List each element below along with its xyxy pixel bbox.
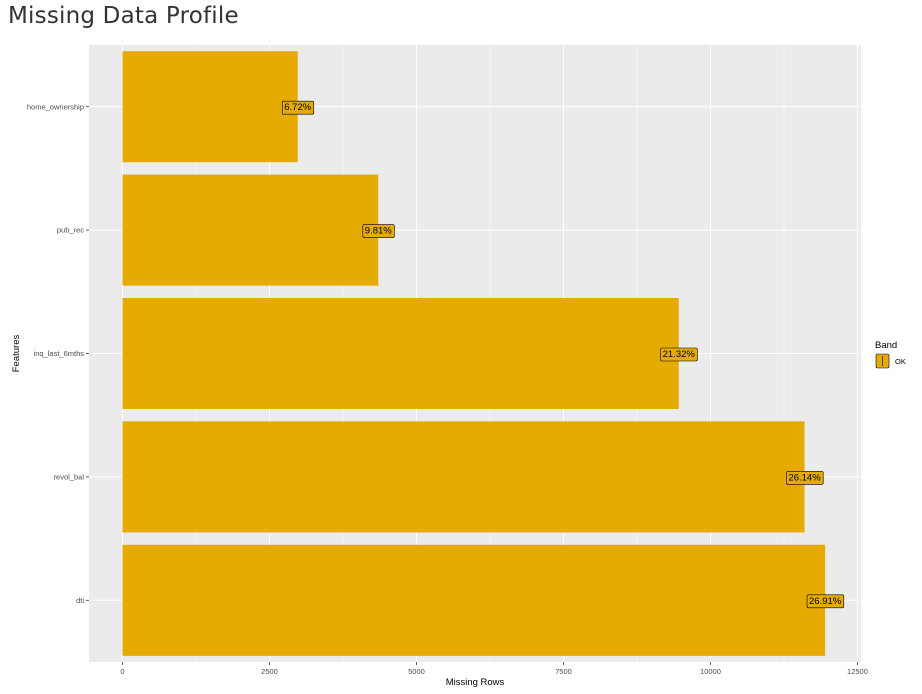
bar-inq_last_6mths [122,297,679,410]
data-label-home_ownership: 6.72% [281,100,315,115]
x-tick-label: 2500 [261,667,278,676]
y-tick-label-pub_rec: pub_rec [57,226,84,235]
data-label-box [786,471,824,485]
y-tick-label-revol_bal: revol_bal [54,473,85,482]
data-label-inq_last_6mths: 21.32% [660,347,698,362]
data-label-text: 26.14% [788,472,821,483]
data-label-box [281,100,315,115]
y-tick-label-inq_last_6mths: inq_last_6mths [34,349,85,358]
data-label-text: 6.72% [284,102,311,113]
bar-home_ownership [122,51,298,163]
data-label-pub_rec: 9.81% [362,224,395,238]
x-tick-label: 10000 [700,667,721,676]
data-label-text: 21.32% [663,349,696,360]
x-tick-label: 0 [120,667,124,676]
data-label-box [806,594,845,609]
data-label-revol_bal: 26.14% [786,471,824,485]
legend-label-ok: OK [895,357,906,366]
axes: 0 2500 5000 7500 10000 12500 home_ownershippub… [27,102,868,676]
y-tick-label-dti: dti [76,596,84,605]
x-tick-label: 12500 [847,667,868,676]
data-label-text: 9.81% [365,226,392,237]
data-label-dti: 26.91% [806,594,845,609]
data-label-box [362,224,395,238]
bar-revol_bal [122,421,805,533]
bars [122,51,826,656]
data-labels: 6.72% 9.81% 21.32% 26.14% 26.91% [281,100,845,609]
legend: Band OK [875,340,906,369]
x-tick-label: 7500 [555,667,572,676]
data-label-box [660,347,698,362]
data-label-text: 26.91% [809,596,842,607]
y-axis-title: Features [11,335,22,373]
bar-dti [122,544,826,656]
page-title: Missing Data Profile [8,3,239,29]
legend-title: Band [875,340,897,351]
x-axis-title: Missing Rows [446,677,505,688]
y-tick-label-home_ownership: home_ownership [27,102,84,111]
x-tick-label: 5000 [408,667,425,676]
bar-pub_rec [122,174,379,286]
